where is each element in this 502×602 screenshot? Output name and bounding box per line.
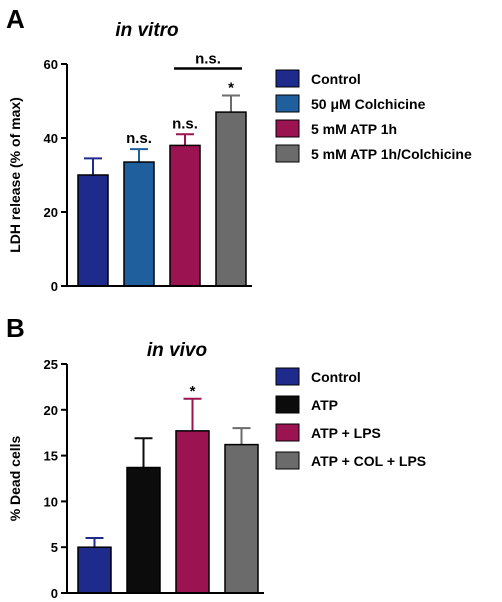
- panel-a-legend-swatch: [275, 144, 300, 163]
- panel-b-bar: [175, 430, 210, 594]
- panel-a-legend-swatch: [275, 69, 300, 88]
- panel-b-letter: B: [6, 313, 25, 343]
- panel-a-title: in vitro: [115, 20, 178, 41]
- panel-a-bar: [169, 144, 201, 287]
- panel-a-y-tick-label: 20: [44, 205, 58, 220]
- panel-b-y-tick-label: 10: [44, 494, 58, 509]
- panel-a-bar: [77, 174, 109, 287]
- panel-b-y-tick-label: 20: [44, 403, 58, 418]
- panel-a-y-tick-label: 60: [44, 57, 58, 72]
- panel-b-bar: [126, 466, 161, 594]
- panel-b-y-tick-label: 0: [51, 586, 58, 601]
- panel-b-bar: [224, 443, 259, 594]
- panel-a-significance-label: n.s.: [126, 130, 152, 147]
- panel-b-legend-label: Control: [311, 369, 361, 385]
- panel-a-legend-swatch: [275, 119, 300, 138]
- panel-b-legend-swatch: [275, 367, 300, 386]
- panel-a-bar: [215, 111, 247, 287]
- panel-a-legend-label: 5 mM ATP 1h: [311, 121, 397, 137]
- panel-a-letter: A: [6, 4, 25, 34]
- panel-b-bar: [77, 546, 112, 594]
- panel-a-legend-label: 50 μM Colchicine: [311, 96, 426, 112]
- panel-a-bracket-label: n.s.: [195, 50, 221, 67]
- panel-b-y-tick-label: 5: [51, 540, 58, 555]
- panel-b-title: in vivo: [147, 340, 207, 361]
- panel-a-significance-label: n.s.: [172, 115, 198, 132]
- panel-b-legend-swatch: [275, 395, 300, 414]
- panel-a-y-tick-label: 40: [44, 131, 58, 146]
- panel-a-legend-swatch: [275, 94, 300, 113]
- panel-b-legend-label: ATP: [311, 397, 338, 413]
- panel-a-legend-label: Control: [311, 71, 361, 87]
- panel-a-significance-label: *: [228, 79, 234, 96]
- panel-b-legend-swatch: [275, 423, 300, 442]
- panel-b-y-axis-label: % Dead cells: [7, 435, 23, 521]
- panel-a-legend-label: 5 mM ATP 1h/Colchicine: [311, 146, 472, 162]
- panel-b-y-tick-label: 25: [44, 357, 58, 372]
- panel-a-y-tick-label: 0: [51, 279, 58, 294]
- panel-b-legend-swatch: [275, 451, 300, 470]
- panel-a-bar: [123, 161, 155, 287]
- panel-b-y-tick-label: 15: [44, 449, 58, 464]
- panel-a-y-axis-label: LDH release (% of max): [7, 97, 23, 253]
- panel-b-legend-label: ATP + COL + LPS: [311, 453, 426, 469]
- panel-b-legend-label: ATP + LPS: [311, 425, 381, 441]
- panel-b-significance-label: *: [190, 383, 196, 400]
